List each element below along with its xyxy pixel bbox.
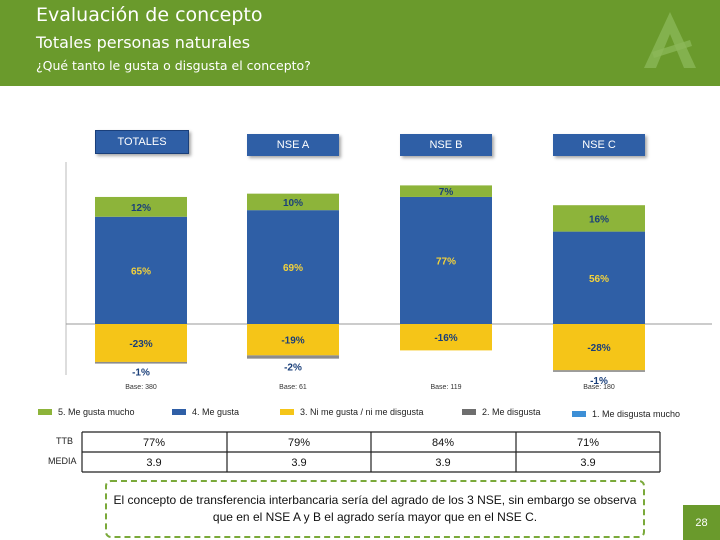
table-grid: [81, 431, 661, 473]
tab-nse-b: NSE B: [400, 134, 492, 156]
bar-nse-a-seg-0: [247, 193, 339, 211]
media-row-label: MEDIA: [48, 456, 77, 466]
ttb-cell-nse-b: 84%: [431, 437, 455, 449]
label-gusta-nse-a: 69%: [283, 263, 303, 274]
legend-swatch: [172, 409, 186, 415]
label-disgusta-nse-c: -1%: [590, 376, 608, 387]
label-disgusta-nse-a: -2%: [284, 363, 302, 374]
tab-label: TOTALES: [117, 136, 167, 148]
bar-nse-b-seg-0: [400, 185, 492, 197]
bars-group: 12% 65% -23% -1% Base: 380 10% 69% -19% -2% Base:…: [95, 185, 645, 391]
bar-nse-c-seg-3: [553, 370, 645, 372]
label-gusta-totales: 65%: [131, 266, 151, 277]
ttb-cell-nse-c: 71%: [576, 437, 600, 449]
legend-label: 4. Me gusta: [192, 407, 240, 417]
legend-label: 5. Me gusta mucho: [58, 407, 135, 417]
legend-item-2: 4. Me gusta: [172, 407, 239, 417]
label-gusta-nse-c: 56%: [589, 274, 609, 285]
label-ni-ni-nse-b: -16%: [434, 333, 457, 344]
tab-nse-a: NSE A: [247, 134, 339, 156]
tab-totales: TOTALES: [95, 130, 189, 154]
base-label-nse-b: Base: 119: [430, 384, 461, 391]
tab-label: NSE C: [582, 139, 616, 151]
base-label-nse-c: Base: 180: [583, 384, 615, 391]
legend-swatch: [280, 409, 294, 415]
bar-totales-seg-2: [95, 324, 187, 362]
base-label-nse-a: Base: 61: [279, 384, 307, 391]
legend-swatch: [572, 411, 586, 417]
tab-label: NSE A: [276, 139, 310, 151]
base-label-totales: Base: 380: [125, 384, 157, 391]
legend-item-4: 2. Me disgusta: [462, 407, 541, 417]
bar-totales-seg-0: [95, 196, 187, 217]
label-gusta-mucho-nse-b: 7%: [439, 187, 454, 198]
bar-nse-c-seg-0: [553, 205, 645, 232]
bar-totales-seg-1: [95, 216, 187, 324]
legend-swatch: [38, 409, 52, 415]
bar-totales-seg-3: [95, 361, 187, 364]
page-number: 28: [683, 505, 720, 540]
media-cell-nse-a: 3.9: [291, 457, 307, 469]
conclusion-note: El concepto de transferencia interbancar…: [105, 480, 645, 538]
legend-item-3: 3. Ni me gusta / ni me disgusta: [280, 407, 424, 417]
ttb-row-label: TTB: [56, 436, 73, 446]
ttb-cell-nse-a: 79%: [287, 437, 311, 449]
label-gusta-mucho-nse-c: 16%: [589, 214, 609, 225]
legend-item-1: 5. Me gusta mucho: [38, 407, 135, 417]
legend-label: 2. Me disgusta: [482, 407, 541, 417]
logo-icon: [644, 12, 696, 68]
bar-nse-b-seg-2: [400, 324, 492, 351]
media-cell-nse-b: 3.9: [435, 457, 451, 469]
legend-swatch: [462, 409, 476, 415]
legend-label: 3. Ni me gusta / ni me disgusta: [300, 407, 424, 417]
bar-nse-c-seg-1: [553, 231, 645, 324]
bar-nse-c-seg-2: [553, 324, 645, 371]
page-title: Evaluación de concepto: [36, 4, 263, 26]
tab-nse-c: NSE C: [553, 134, 645, 156]
label-ni-ni-nse-c: -28%: [587, 343, 610, 354]
header-band: Evaluación de concepto Totales personas …: [0, 0, 720, 86]
legend-item-5: 1. Me disgusta mucho: [572, 409, 680, 419]
media-cell-totales: 3.9: [146, 457, 162, 469]
legend-label: 1. Me disgusta mucho: [592, 409, 681, 419]
label-gusta-mucho-totales: 12%: [131, 203, 151, 214]
bar-nse-a-seg-1: [247, 210, 339, 324]
label-ni-ni-nse-a: -19%: [281, 336, 304, 347]
bar-nse-b-seg-1: [400, 196, 492, 324]
media-cell-nse-c: 3.9: [580, 457, 596, 469]
page-subtitle: Totales personas naturales: [36, 33, 251, 52]
label-gusta-nse-b: 77%: [436, 256, 456, 267]
bar-nse-a-seg-3: [247, 355, 339, 359]
stacked-bar-chart: 12% 65% -23% -1% Base: 380 10% 69% -19% -2% Base:…: [65, 162, 712, 391]
label-gusta-mucho-nse-a: 10%: [283, 198, 303, 209]
label-ni-ni-totales: -23%: [129, 339, 152, 350]
tab-label: NSE B: [429, 139, 463, 151]
label-disgusta-totales: -1%: [132, 368, 150, 379]
ttb-cell-totales: 77%: [142, 437, 166, 449]
bar-nse-a-seg-2: [247, 324, 339, 356]
question-text: ¿Qué tanto le gusta o disgusta el concep…: [36, 58, 311, 73]
